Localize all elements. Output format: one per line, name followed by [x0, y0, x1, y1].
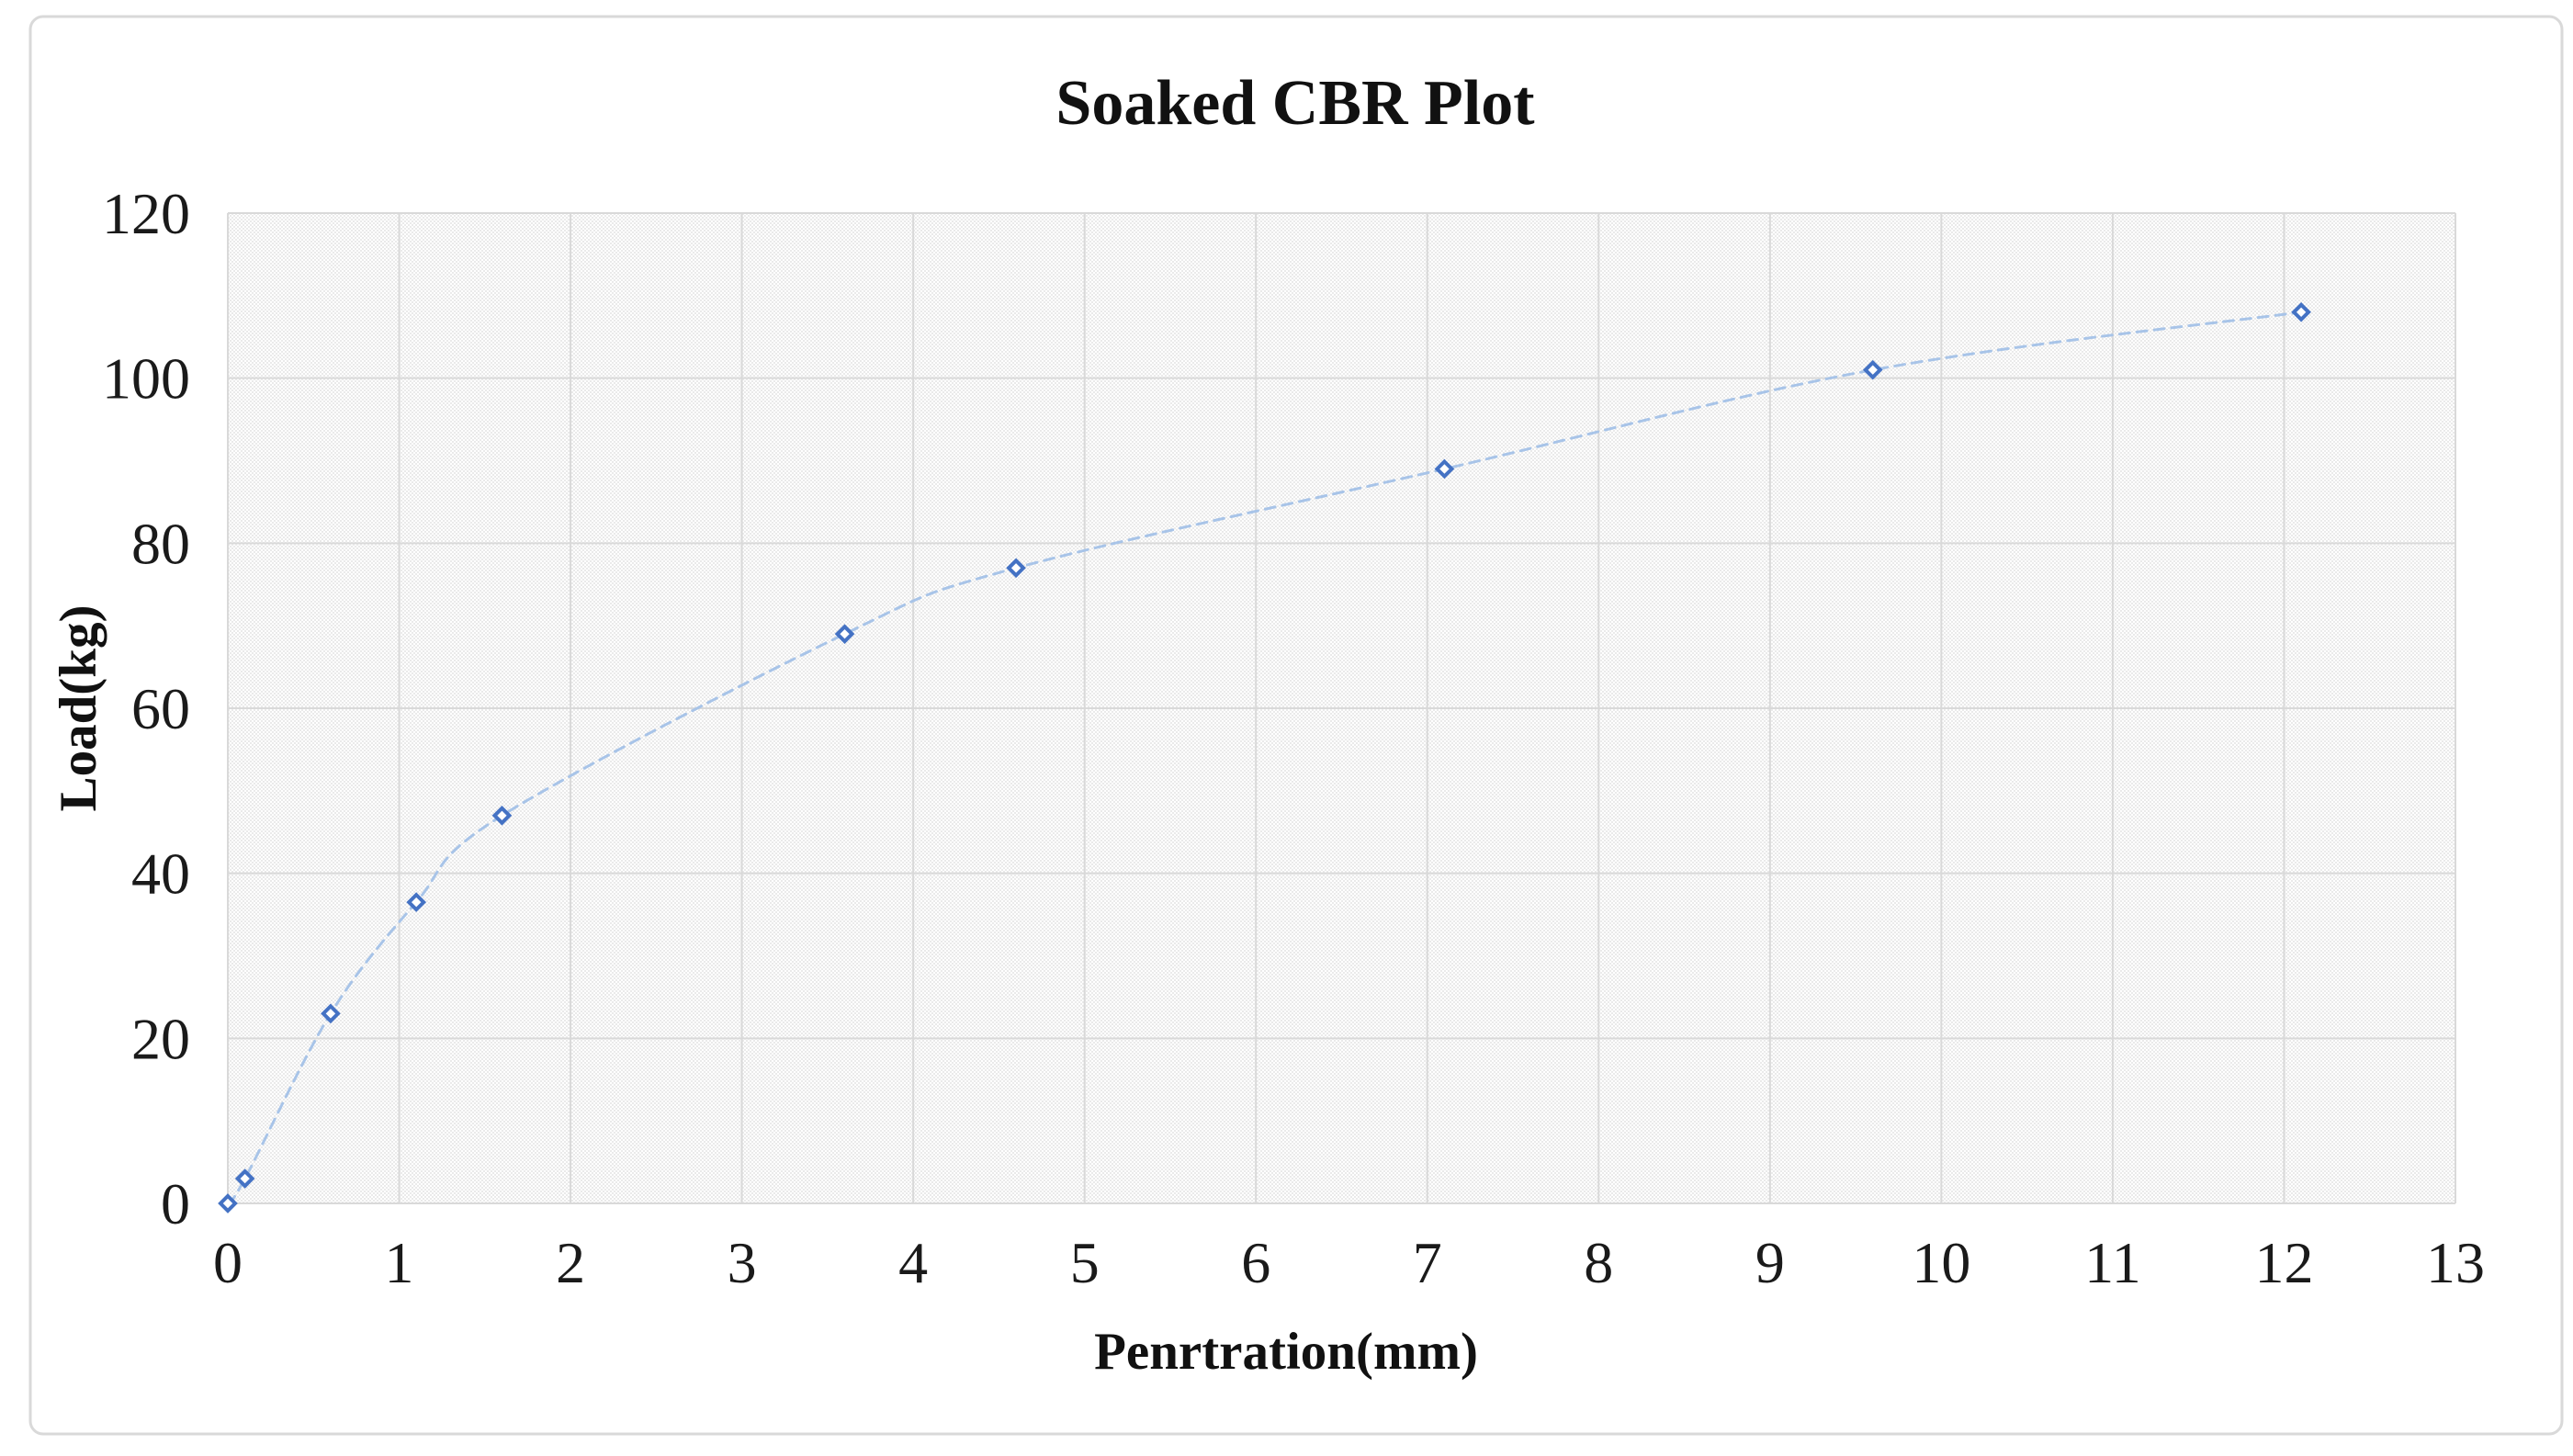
data-point-marker	[491, 805, 513, 826]
x-tick-label: 1	[385, 1230, 414, 1295]
x-tick-label: 10	[1912, 1230, 1970, 1295]
x-tick-label: 2	[556, 1230, 585, 1295]
x-tick-label: 11	[2084, 1230, 2141, 1295]
x-axis-title: Penrtration(mm)	[1094, 1323, 1478, 1381]
x-tick-label: 6	[1241, 1230, 1270, 1295]
x-tick-label: 12	[2254, 1230, 2313, 1295]
y-tick-label: 0	[161, 1171, 190, 1236]
data-point-marker	[1006, 558, 1026, 579]
data-point-marker	[234, 1168, 255, 1189]
y-tick-label: 60	[131, 676, 190, 741]
x-tick-label: 3	[728, 1230, 757, 1295]
data-point-marker	[321, 1003, 341, 1024]
y-tick-label: 100	[102, 346, 190, 412]
chart-title: Soaked CBR Plot	[1055, 68, 1534, 139]
y-tick-label: 20	[131, 1006, 190, 1071]
x-tick-label: 4	[898, 1230, 928, 1295]
x-tick-label: 7	[1413, 1230, 1442, 1295]
data-point-marker	[1434, 458, 1455, 480]
y-tick-label: 120	[102, 181, 190, 246]
data-point-marker	[406, 892, 427, 912]
x-tick-label: 5	[1070, 1230, 1100, 1295]
x-tick-label: 8	[1584, 1230, 1613, 1295]
data-point-marker	[834, 624, 855, 644]
y-axis-title: Load(kg)	[50, 605, 107, 812]
data-point-marker	[1862, 359, 1883, 380]
data-point-marker	[218, 1193, 238, 1213]
series-group	[218, 301, 2311, 1213]
y-tick-label: 40	[131, 841, 190, 907]
y-tick-label: 80	[131, 511, 190, 576]
x-tick-label: 13	[2426, 1230, 2485, 1295]
x-tick-label: 0	[213, 1230, 243, 1295]
x-tick-label: 9	[1755, 1230, 1785, 1295]
gridlines-group	[227, 212, 2456, 1204]
data-point-marker	[2291, 301, 2311, 322]
